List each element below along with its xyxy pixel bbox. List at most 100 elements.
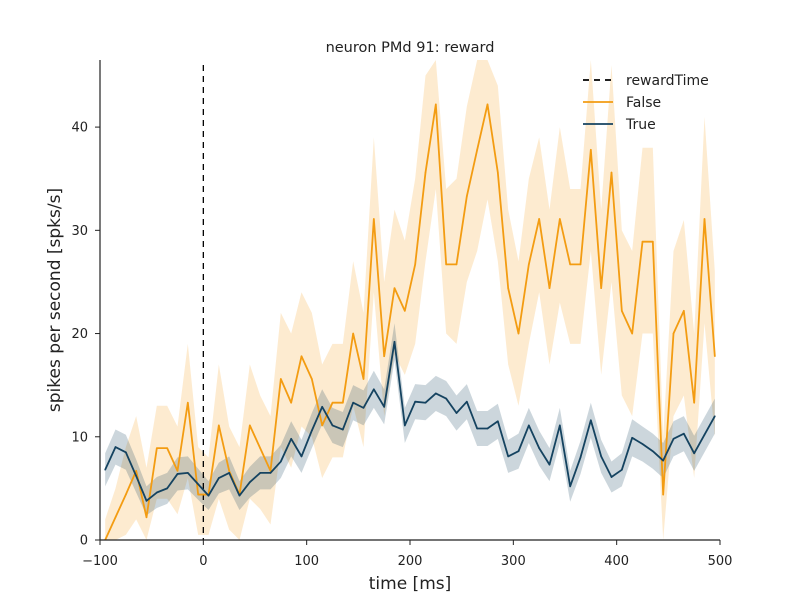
point-true bbox=[455, 412, 458, 414]
point-true bbox=[311, 429, 313, 432]
point-true bbox=[362, 407, 365, 409]
point-true bbox=[145, 499, 148, 502]
band-false bbox=[105, 60, 715, 540]
point-false bbox=[156, 447, 158, 449]
point-true bbox=[435, 392, 437, 395]
series-lines bbox=[104, 103, 716, 540]
y-ticks: 0 10 20 30 40 bbox=[71, 121, 100, 549]
point-true bbox=[218, 477, 220, 479]
point-false bbox=[569, 263, 571, 266]
point-true bbox=[331, 424, 334, 427]
point-false bbox=[114, 516, 117, 519]
point-false bbox=[404, 310, 406, 312]
point-false bbox=[672, 332, 675, 335]
x-axis-label: time [ms] bbox=[369, 574, 452, 594]
point-false bbox=[414, 263, 416, 266]
legend-label: False bbox=[626, 95, 661, 111]
x-tick-label: 0 bbox=[199, 554, 207, 569]
point-true bbox=[693, 452, 695, 455]
point-true bbox=[517, 450, 520, 453]
point-false bbox=[135, 470, 137, 472]
point-false bbox=[228, 470, 230, 472]
point-true bbox=[610, 476, 613, 478]
line-true bbox=[104, 340, 716, 502]
point-false bbox=[145, 516, 148, 519]
point-true bbox=[352, 401, 354, 404]
point-false bbox=[662, 493, 664, 496]
point-false bbox=[641, 240, 644, 243]
point-true bbox=[321, 406, 323, 408]
x-tick-label: 100 bbox=[294, 554, 319, 569]
point-false bbox=[683, 310, 685, 312]
point-true bbox=[486, 427, 489, 430]
y-tick-label: 30 bbox=[71, 224, 88, 239]
point-false bbox=[249, 424, 251, 427]
point-true bbox=[714, 415, 716, 417]
point-false bbox=[476, 149, 478, 151]
point-false bbox=[352, 332, 354, 335]
point-true bbox=[652, 450, 654, 453]
point-true bbox=[631, 437, 633, 439]
point-false bbox=[300, 355, 303, 358]
y-axis-label: spikes per second [spks/s] bbox=[45, 188, 65, 412]
point-false bbox=[311, 378, 313, 380]
point-true bbox=[569, 485, 571, 488]
point-true bbox=[125, 451, 127, 454]
point-false bbox=[714, 355, 716, 358]
point-false bbox=[693, 401, 695, 404]
point-true bbox=[703, 433, 706, 436]
point-true bbox=[579, 456, 582, 459]
point-false bbox=[259, 447, 261, 449]
legend-label: True bbox=[625, 117, 656, 133]
point-false bbox=[528, 263, 530, 266]
point-true bbox=[590, 419, 592, 422]
point-true bbox=[538, 447, 540, 449]
x-tick-label: 500 bbox=[708, 554, 733, 569]
point-true bbox=[414, 400, 416, 403]
point-true bbox=[466, 400, 468, 403]
point-false bbox=[631, 332, 633, 335]
x-tick-label: 400 bbox=[604, 554, 629, 569]
point-true bbox=[424, 401, 427, 404]
point-true bbox=[445, 397, 447, 400]
point-false bbox=[652, 240, 654, 243]
point-true bbox=[156, 491, 158, 494]
point-false bbox=[610, 171, 613, 174]
point-false bbox=[455, 263, 458, 266]
point-false bbox=[600, 287, 602, 289]
point-true bbox=[197, 483, 199, 486]
point-false bbox=[290, 401, 292, 404]
y-tick-label: 20 bbox=[71, 327, 88, 342]
point-true bbox=[104, 469, 106, 471]
point-false bbox=[373, 218, 375, 220]
point-false bbox=[486, 103, 489, 106]
point-false bbox=[579, 263, 582, 266]
point-false bbox=[538, 218, 540, 220]
point-false bbox=[466, 195, 468, 198]
point-false bbox=[703, 218, 706, 220]
x-ticks: −100 0 100 200 300 400 500 bbox=[82, 540, 732, 569]
point-true bbox=[166, 487, 168, 490]
y-tick-label: 40 bbox=[71, 121, 88, 136]
point-true bbox=[259, 472, 261, 474]
point-false bbox=[559, 218, 561, 220]
point-true bbox=[528, 424, 530, 427]
point-false bbox=[342, 401, 344, 404]
point-true bbox=[548, 463, 551, 466]
point-false bbox=[197, 493, 199, 496]
point-true bbox=[228, 472, 230, 474]
point-true bbox=[300, 455, 303, 458]
point-false bbox=[393, 287, 396, 289]
point-true bbox=[600, 455, 602, 458]
point-false bbox=[362, 378, 365, 380]
point-false bbox=[125, 493, 127, 496]
point-true bbox=[662, 459, 664, 462]
point-false bbox=[621, 310, 623, 312]
point-true bbox=[135, 475, 137, 477]
point-false bbox=[321, 424, 323, 427]
point-true bbox=[476, 427, 478, 430]
point-true bbox=[342, 428, 344, 431]
point-false bbox=[497, 171, 499, 174]
point-true bbox=[383, 406, 385, 408]
